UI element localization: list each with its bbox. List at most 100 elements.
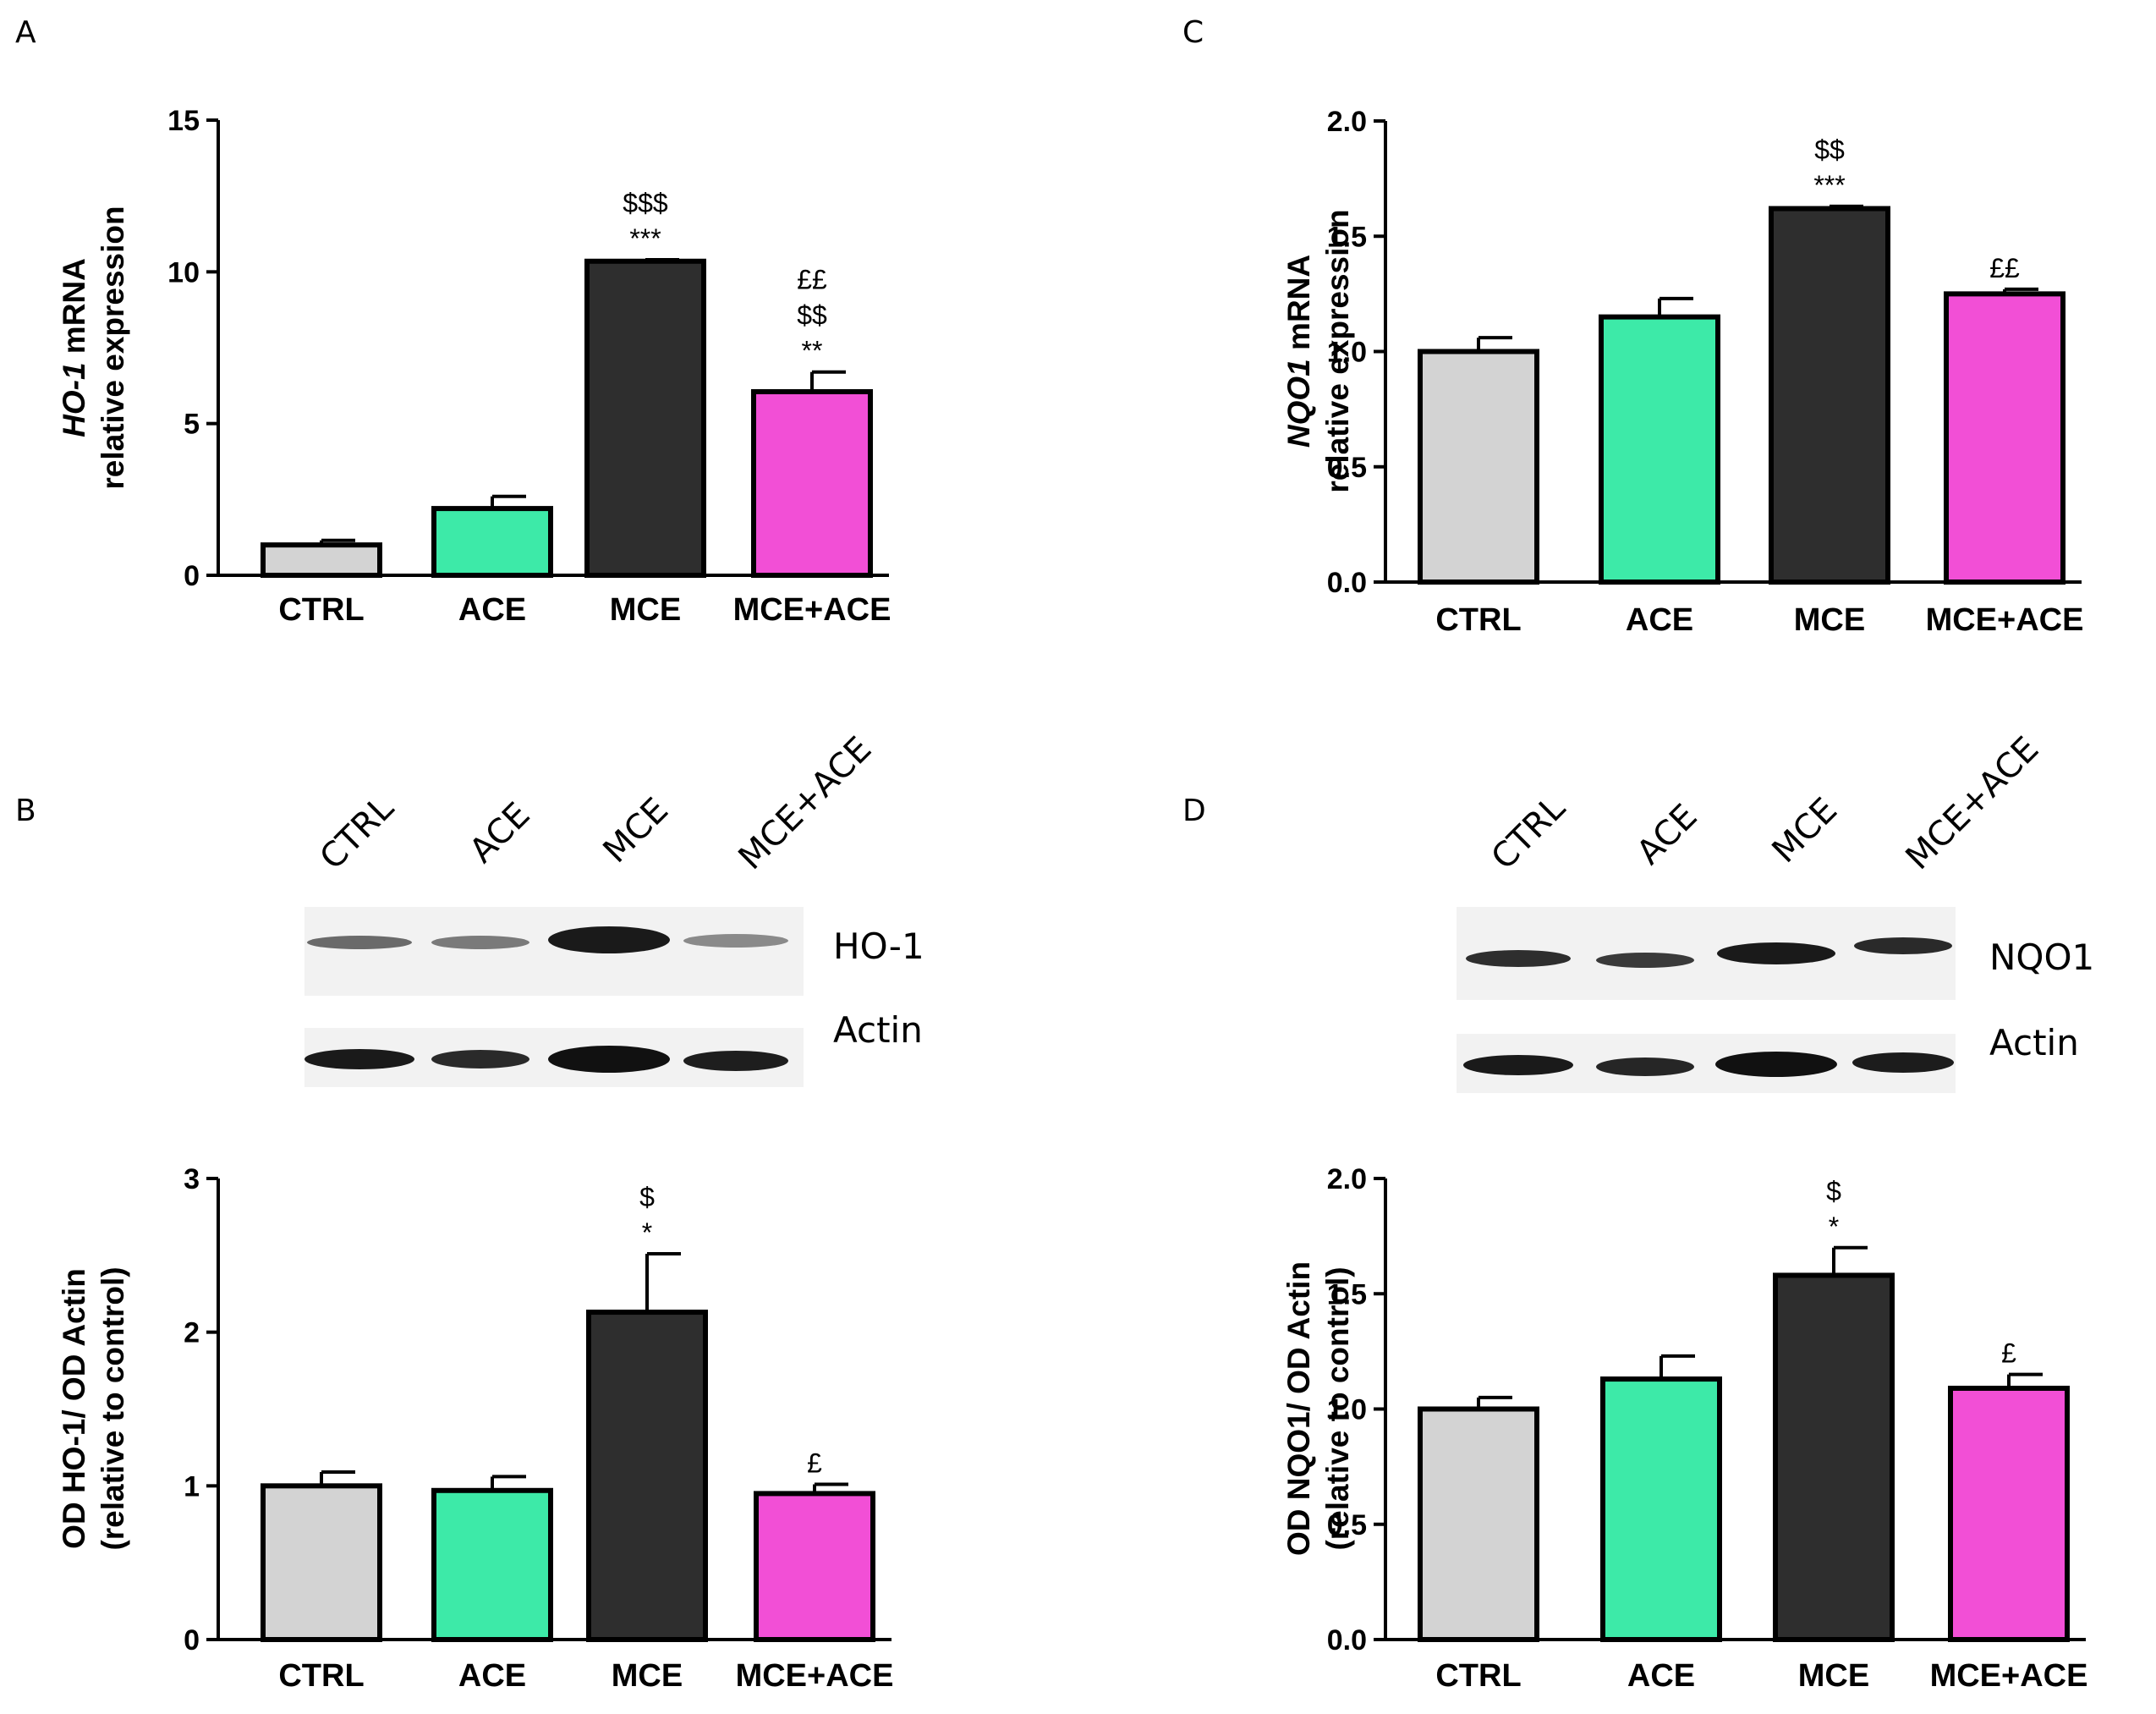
y-tick-label: 2.0	[1327, 1163, 1367, 1195]
bar-ace	[431, 506, 553, 578]
panel-letter-d: D	[1182, 794, 1206, 828]
blot-d-lane-label: MCE+ACE	[1899, 729, 2047, 877]
blot-band	[1596, 1058, 1694, 1076]
blot-b-target-membrane	[304, 907, 804, 996]
x-tick-label: MCE	[612, 1658, 683, 1694]
x-tick-label: CTRL	[1435, 1658, 1521, 1694]
bar-mce-plus-ace	[754, 1491, 875, 1642]
bar-chart-a: 0 5 10 15 HO-1 mRNA relative expression CTRL AC…	[57, 105, 891, 628]
significance-marker: $	[1826, 1176, 1841, 1206]
y-axis-label-line2: relative expression	[1320, 209, 1355, 492]
x-tick-label: MCE	[1794, 602, 1865, 638]
significance-marker: **	[802, 336, 823, 366]
significance-marker: *	[1829, 1211, 1839, 1242]
x-tick-label: MCE+ACE	[736, 1658, 894, 1694]
blot-band	[683, 934, 788, 948]
y-axis-label-line2: relative expression	[96, 206, 130, 489]
significance-marker: ***	[1813, 170, 1845, 201]
blot-band	[548, 926, 670, 953]
y-tick-label: 1.0	[1327, 337, 1367, 369]
panel-letter-c: C	[1182, 15, 1204, 50]
blot-d-loading-label: Actin	[1989, 1022, 2079, 1063]
blot-b-lane-label: MCE+ACE	[732, 729, 880, 877]
y-axis-label-main: OD NQO1/ OD Actin	[1281, 1261, 1316, 1556]
blot-b-loading-label: Actin	[833, 1009, 923, 1051]
blot-band	[1852, 1052, 1954, 1073]
y-axis-label-gene: HO-1	[57, 362, 91, 437]
x-tick-label: MCE	[610, 592, 681, 628]
blot-band	[548, 1046, 670, 1073]
y-axis-label-gene: NQO1	[1281, 359, 1316, 448]
x-tick-label: MCE+ACE	[733, 592, 891, 628]
y-tick-label: 0.5	[1327, 452, 1367, 484]
blot-d-lane-label: CTRL	[1484, 788, 1573, 877]
bar-chart-d: 0.0 0.5 1.0 1.5 2.0 OD NQO1/ OD Actin (relativ…	[1281, 1163, 2087, 1694]
bar-ace	[1600, 1376, 1722, 1642]
blot-band	[304, 1049, 414, 1069]
bar-ctrl	[1418, 349, 1539, 585]
significance-marker: £	[2001, 1338, 2016, 1369]
y-tick-label: 0.0	[1327, 567, 1367, 599]
significance-marker: ***	[629, 223, 661, 254]
panel-letter-b: B	[15, 794, 36, 828]
western-blot-b: CTRL ACE MCE MCE+ACE HO-1 Actin	[304, 729, 924, 1087]
blot-d-lane-label: MCE	[1765, 791, 1846, 871]
significance-marker: *	[642, 1217, 652, 1248]
x-tick-label: ACE	[458, 1658, 526, 1694]
blot-band	[1463, 1055, 1573, 1075]
significance-marker: $	[639, 1182, 655, 1212]
y-tick-label: 0	[184, 1624, 200, 1656]
blot-b-target-label: HO-1	[833, 926, 924, 967]
y-axis-label-main: OD HO-1/ OD Actin	[57, 1268, 91, 1549]
y-tick-label: 3	[184, 1163, 200, 1195]
x-tick-label: CTRL	[278, 1658, 364, 1694]
y-axis-label: HO-1 mRNA	[57, 258, 91, 437]
bar-mce-plus-ace	[1944, 291, 2065, 585]
bar-ctrl	[261, 1483, 382, 1643]
significance-marker: $$$	[623, 188, 668, 218]
y-axis-label-line2: (relative to control)	[96, 1266, 130, 1550]
x-tick-label: MCE+ACE	[1926, 602, 2084, 638]
y-tick-label: 1.5	[1327, 1278, 1367, 1310]
y-tick-label: 1.0	[1327, 1394, 1367, 1426]
western-blot-d: CTRL ACE MCE MCE+ACE NQO1 Actin	[1457, 729, 2094, 1093]
bar-mce	[586, 1310, 708, 1643]
blot-band	[431, 936, 529, 949]
blot-b-lane-label: MCE	[596, 791, 677, 871]
blot-band	[1466, 950, 1571, 967]
bar-mce-plus-ace	[1948, 1385, 2070, 1642]
blot-band	[1717, 942, 1835, 964]
x-tick-label: ACE	[1627, 1658, 1695, 1694]
blot-band	[307, 936, 412, 949]
blot-b-lane-label: CTRL	[313, 788, 402, 877]
panel-letter-a: A	[15, 15, 36, 50]
y-axis-label-main: mRNA	[1281, 255, 1316, 359]
y-axis-label-main: mRNA	[57, 258, 91, 362]
bar-mce	[584, 258, 706, 578]
blot-band	[431, 1050, 529, 1069]
bar-ctrl	[1418, 1406, 1539, 1642]
x-tick-label: CTRL	[278, 592, 364, 628]
bar-chart-b: 0 1 2 3 OD HO-1/ OD Actin (relative to contro…	[57, 1163, 893, 1694]
y-tick-label: 2	[184, 1317, 200, 1349]
x-tick-label: MCE	[1798, 1658, 1869, 1694]
x-tick-label: MCE+ACE	[1930, 1658, 2088, 1694]
y-tick-label: 5	[184, 409, 200, 441]
blot-d-lane-label: ACE	[1630, 797, 1705, 872]
y-axis-label-line2: (relative to control)	[1320, 1266, 1355, 1550]
x-tick-label: ACE	[1626, 602, 1693, 638]
y-axis-label: OD HO-1/ OD Actin	[57, 1268, 91, 1549]
bar-mce-plus-ace	[751, 389, 873, 578]
x-tick-label: ACE	[458, 592, 526, 628]
blot-d-target-label: NQO1	[1989, 937, 2094, 978]
bar-chart-c: 0.0 0.5 1.0 1.5 2.0 NQO1 mRNA relative express…	[1281, 106, 2083, 638]
significance-marker: ££	[797, 265, 827, 295]
y-axis-label: NQO1 mRNA	[1281, 255, 1316, 448]
blot-band	[1854, 937, 1952, 954]
y-axis-label: OD NQO1/ OD Actin	[1281, 1261, 1316, 1556]
significance-marker: £	[807, 1448, 822, 1479]
y-tick-label: 10	[167, 256, 200, 288]
y-tick-label: 2.0	[1327, 106, 1367, 138]
blot-band	[1715, 1052, 1837, 1077]
